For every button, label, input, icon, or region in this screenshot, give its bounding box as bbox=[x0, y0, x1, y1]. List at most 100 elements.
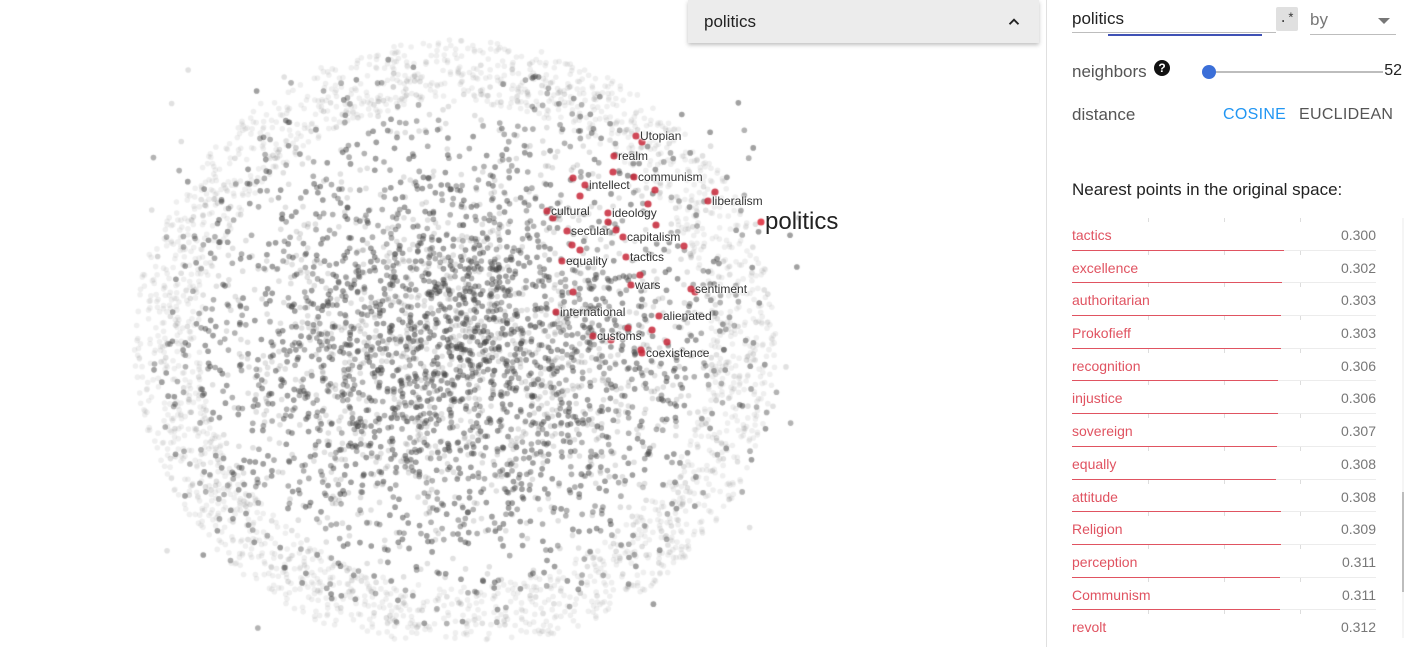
nearest-point-distance: 0.312 bbox=[1340, 619, 1376, 636]
neighbor-point-label[interactable]: capitalism bbox=[627, 230, 681, 244]
neighbor-point-label[interactable]: communism bbox=[638, 170, 703, 184]
nearest-point-word[interactable]: excellence bbox=[1072, 259, 1139, 276]
scale-tick bbox=[1224, 610, 1225, 615]
nearest-point-row[interactable]: Religion 0.309 bbox=[1072, 512, 1376, 545]
nearest-point-row[interactable]: recognition 0.306 bbox=[1072, 348, 1376, 382]
scale-tick bbox=[1148, 479, 1149, 484]
nearest-point-distance: 0.308 bbox=[1340, 488, 1376, 505]
nearest-point-word[interactable]: authoritarian bbox=[1072, 292, 1150, 309]
selected-point-header[interactable]: politics bbox=[688, 0, 1039, 43]
neighbor-point-label[interactable]: customs bbox=[597, 329, 642, 343]
chevron-up-icon[interactable] bbox=[1005, 13, 1023, 31]
neighbor-point-label[interactable]: equality bbox=[566, 254, 608, 268]
scale-tick bbox=[1148, 250, 1149, 255]
distance-bar bbox=[1072, 380, 1278, 382]
neighbor-point-label[interactable]: Utopian bbox=[640, 129, 682, 143]
scale-tick bbox=[1300, 283, 1301, 288]
neighbors-slider-track[interactable] bbox=[1208, 71, 1383, 73]
neighbor-point-label[interactable]: tactics bbox=[630, 250, 665, 264]
nearest-point-distance: 0.300 bbox=[1340, 227, 1376, 243]
selected-point-label: politics bbox=[704, 11, 756, 31]
nearest-point-word[interactable]: equally bbox=[1072, 455, 1117, 472]
scale-tick bbox=[1148, 544, 1149, 549]
neighbor-point-label[interactable]: cultural bbox=[551, 204, 590, 218]
search-by-label: by bbox=[1310, 10, 1328, 29]
nearest-point-distance: 0.306 bbox=[1340, 357, 1376, 374]
regex-toggle-button[interactable]: .* bbox=[1276, 7, 1298, 31]
inspector-panel: .* by neighbors ? 52 distance COSINE EUC… bbox=[1046, 0, 1404, 647]
selected-point-plot-label[interactable]: politics bbox=[765, 208, 839, 235]
scale-tick bbox=[1148, 348, 1149, 353]
nearest-point-row[interactable]: equally 0.308 bbox=[1072, 446, 1376, 480]
euclidean-button[interactable]: EUCLIDEAN bbox=[1299, 106, 1394, 123]
nearest-point-word[interactable]: Prokofieff bbox=[1072, 325, 1131, 342]
search-focus-underline bbox=[1108, 34, 1262, 36]
row-scale-ticks bbox=[1072, 446, 1376, 451]
scale-tick bbox=[1224, 316, 1225, 321]
scale-tick bbox=[1224, 348, 1225, 353]
row-scale-ticks bbox=[1072, 348, 1376, 353]
nearest-point-row[interactable]: revolt 0.312 bbox=[1072, 610, 1376, 636]
nearest-point-word[interactable]: perception bbox=[1072, 553, 1138, 570]
list-scrollbar-track[interactable] bbox=[1402, 218, 1404, 638]
distance-bar bbox=[1072, 511, 1281, 513]
scale-tick bbox=[1300, 250, 1301, 255]
nearest-points-title: Nearest points in the original space: bbox=[1072, 180, 1343, 199]
distance-label: distance bbox=[1072, 105, 1136, 124]
nearest-point-word[interactable]: injustice bbox=[1072, 390, 1123, 407]
distance-bar bbox=[1072, 249, 1284, 251]
distance-bar bbox=[1072, 576, 1280, 578]
neighbors-slider-thumb[interactable] bbox=[1202, 65, 1216, 79]
cosine-button[interactable]: COSINE bbox=[1223, 106, 1287, 123]
scale-tick bbox=[1300, 544, 1301, 549]
search-input[interactable] bbox=[1072, 6, 1276, 33]
neighbor-point-label[interactable]: intellect bbox=[589, 178, 630, 192]
neighbor-point-label[interactable]: ideology bbox=[612, 206, 657, 220]
nearest-point-row[interactable]: tactics 0.300 bbox=[1072, 218, 1376, 251]
nearest-point-word[interactable]: Communism bbox=[1072, 586, 1151, 603]
nearest-point-row[interactable]: Communism 0.311 bbox=[1072, 577, 1376, 611]
scale-tick bbox=[1148, 577, 1149, 582]
neighbor-point-label[interactable]: realm bbox=[618, 149, 649, 163]
embedding-projection-view[interactable]: Utopian realm communism intellect liberalism… bbox=[0, 0, 1045, 647]
neighbor-point-label[interactable]: international bbox=[560, 305, 626, 319]
nearest-point-word[interactable]: recognition bbox=[1072, 357, 1141, 374]
scale-tick bbox=[1224, 218, 1225, 222]
nearest-point-word[interactable]: attitude bbox=[1072, 488, 1118, 505]
nearest-point-row[interactable]: authoritarian 0.303 bbox=[1072, 283, 1376, 317]
search-by-select[interactable]: by bbox=[1310, 6, 1396, 35]
row-scale-ticks bbox=[1072, 610, 1376, 615]
neighbor-point-label[interactable]: liberalism bbox=[712, 194, 763, 208]
nearest-point-word[interactable]: tactics bbox=[1072, 227, 1112, 243]
nearest-point-word[interactable]: revolt bbox=[1072, 619, 1107, 636]
scale-tick bbox=[1300, 577, 1301, 582]
nearest-point-distance: 0.306 bbox=[1340, 390, 1376, 407]
point-cloud-canvas[interactable] bbox=[0, 0, 1045, 647]
scale-tick bbox=[1148, 218, 1149, 222]
nearest-point-row[interactable]: excellence 0.302 bbox=[1072, 250, 1376, 284]
neighbor-point-label[interactable]: alienated bbox=[663, 309, 712, 323]
nearest-point-row[interactable]: Prokofieff 0.303 bbox=[1072, 316, 1376, 349]
nearest-point-word[interactable]: sovereign bbox=[1072, 423, 1133, 440]
nearest-point-row[interactable]: attitude 0.308 bbox=[1072, 479, 1376, 513]
scale-tick bbox=[1300, 512, 1301, 517]
row-scale-ticks bbox=[1072, 577, 1376, 582]
nearest-point-row[interactable]: injustice 0.306 bbox=[1072, 381, 1376, 415]
scale-tick bbox=[1224, 414, 1225, 419]
nearest-point-row[interactable]: perception 0.311 bbox=[1072, 544, 1376, 578]
row-scale-ticks bbox=[1072, 544, 1376, 549]
nearest-point-word[interactable]: Religion bbox=[1072, 521, 1123, 538]
neighbor-point-label[interactable]: wars bbox=[635, 278, 661, 292]
row-scale-ticks bbox=[1072, 512, 1376, 517]
row-scale-ticks bbox=[1072, 479, 1376, 484]
scale-tick bbox=[1148, 381, 1149, 386]
distance-bar bbox=[1072, 543, 1281, 545]
help-icon[interactable]: ? bbox=[1154, 60, 1170, 76]
neighbor-point-label[interactable]: coexistence bbox=[646, 346, 710, 360]
nearest-point-distance: 0.303 bbox=[1340, 325, 1376, 342]
neighbor-point-label[interactable]: secular bbox=[571, 224, 610, 238]
list-scrollbar-thumb[interactable] bbox=[1402, 492, 1404, 592]
neighbor-point-label[interactable]: sentiment bbox=[695, 282, 748, 296]
nearest-point-distance: 0.308 bbox=[1340, 455, 1376, 472]
nearest-point-row[interactable]: sovereign 0.307 bbox=[1072, 414, 1376, 447]
